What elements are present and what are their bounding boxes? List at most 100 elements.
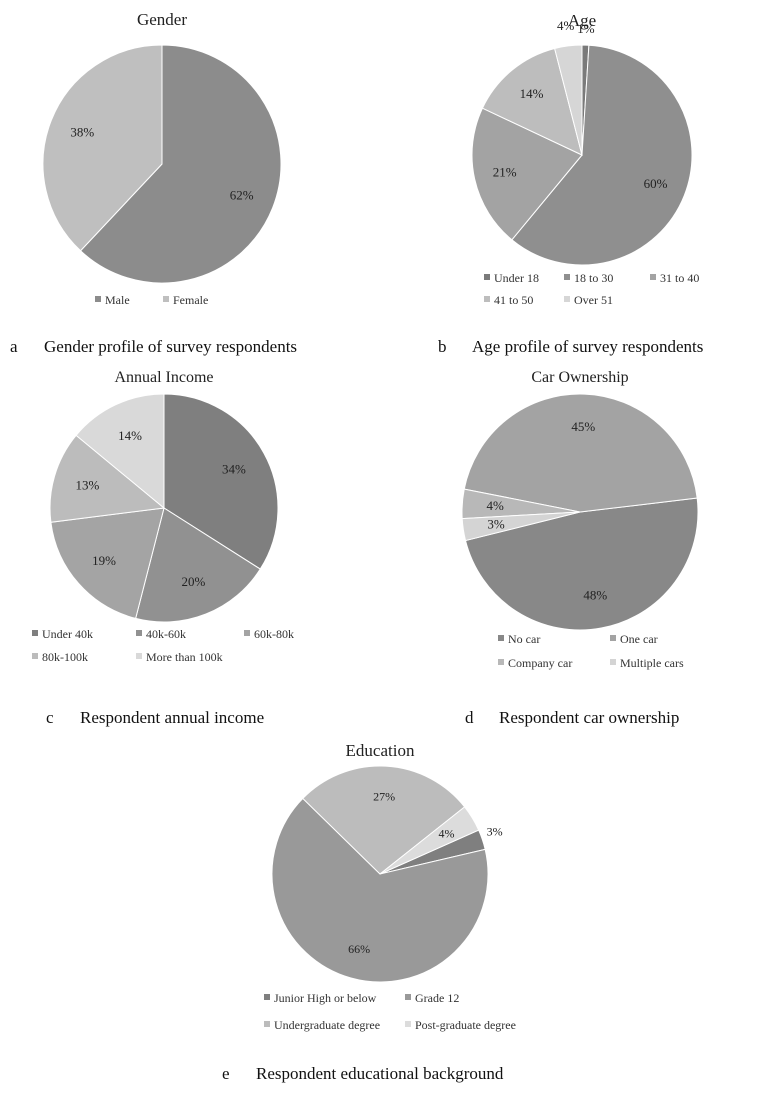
- legend-label: Undergraduate degree: [274, 1018, 380, 1032]
- legend-label: Post-graduate degree: [415, 1018, 516, 1032]
- caption-letter: c: [46, 708, 54, 727]
- legend-label: Multiple cars: [620, 656, 684, 670]
- legend-label: 40k-60k: [146, 627, 186, 641]
- legend-item-18-to-30: 18 to 30: [564, 271, 613, 285]
- legend-item-junior-high-or-below: Junior High or below: [264, 991, 377, 1005]
- legend-item-post-graduate-degree: Post-graduate degree: [405, 1018, 516, 1032]
- legend-swatch: [405, 994, 411, 1000]
- caption-annual-income: c Respondent annual income: [46, 708, 264, 728]
- caption-letter: a: [10, 337, 18, 356]
- legend-label: 60k-80k: [254, 627, 294, 641]
- data-label-no-car: 48%: [583, 588, 607, 603]
- pie-slice-one-car: [463, 393, 698, 513]
- data-label-more-than-100k: 14%: [118, 428, 142, 443]
- legend-label: Male: [105, 293, 130, 307]
- legend-item-under-18: Under 18: [484, 271, 539, 285]
- legend-swatch: [32, 653, 38, 659]
- data-label-one-car: 45%: [571, 419, 595, 434]
- data-label-post-graduate-degree: 4%: [439, 827, 455, 841]
- legend-item-undergraduate-degree: Undergraduate degree: [264, 1018, 380, 1032]
- chart-title: Car Ownership: [531, 369, 628, 386]
- legend-item-multiple-cars: Multiple cars: [610, 656, 684, 670]
- data-label-under-18: 1%: [577, 21, 595, 36]
- legend-item-80k-100k: 80k-100k: [32, 650, 88, 664]
- caption-education: e Respondent educational background: [222, 1064, 503, 1084]
- legend-item-grade-12: Grade 12: [405, 991, 459, 1005]
- pie-slice-undergraduate-degree: [302, 765, 466, 875]
- legend-swatch: [650, 274, 656, 280]
- legend-item-company-car: Company car: [498, 656, 572, 670]
- chart-annual-income: Annual Income 34% 20% 19% 13% 14% Under 40k 40k…: [0, 362, 330, 682]
- data-label-junior-high-or-below: 3%: [487, 824, 503, 838]
- data-label-multiple-cars: 3%: [487, 517, 505, 532]
- legend-item-no-car: No car: [498, 632, 540, 646]
- chart-age: Age 1% 60% 21% 14% 4% Under 18 18 to 30 31 to 40…: [440, 0, 767, 330]
- pie-slice-18-to-30: [511, 44, 693, 266]
- data-label-40k-60k: 20%: [181, 574, 205, 589]
- pie-slice-male: [79, 44, 282, 284]
- legend-swatch: [498, 635, 504, 641]
- chart-annual-income-svg: Annual Income 34% 20% 19% 13% 14% Under 40k 40k…: [32, 369, 294, 664]
- legend-label: Female: [173, 293, 208, 307]
- chart-car-ownership: Car Ownership 48% 45% 4% 3% No car One car Comp…: [440, 362, 767, 682]
- chart-title: Annual Income: [114, 369, 213, 386]
- chart-gender: Gender 62% 38% Male Female: [0, 0, 330, 330]
- legend-label: Company car: [508, 656, 572, 670]
- data-label-80k-100k: 13%: [75, 478, 99, 493]
- legend-swatch: [136, 630, 142, 636]
- legend-swatch: [95, 296, 101, 302]
- legend-label: One car: [620, 632, 658, 646]
- legend-swatch: [610, 635, 616, 641]
- legend-item-41-to-50: 41 to 50: [484, 293, 533, 307]
- caption-age: b Age profile of survey respondents: [438, 337, 703, 357]
- legend-item-male: Male: [95, 293, 130, 307]
- legend-item-over-51: Over 51: [564, 293, 613, 307]
- chart-title: Education: [346, 741, 415, 760]
- pie-slice-40k-60k: [135, 507, 261, 623]
- data-label-male: 62%: [230, 188, 254, 203]
- caption-gender: a Gender profile of survey respondents: [10, 337, 297, 357]
- data-label-company-car: 4%: [487, 498, 505, 513]
- data-label-under-40k: 34%: [222, 462, 246, 477]
- legend-swatch: [564, 296, 570, 302]
- legend-label: Grade 12: [415, 991, 459, 1005]
- data-label-grade-12: 66%: [348, 942, 370, 956]
- pie-slice-31-to-40: [471, 107, 583, 241]
- legend-swatch: [244, 630, 250, 636]
- data-label-over-51: 4%: [557, 18, 575, 33]
- legend-label: 80k-100k: [42, 650, 88, 664]
- legend-label: 18 to 30: [574, 271, 613, 285]
- pie-slice-post-graduate-degree: [379, 806, 480, 875]
- legend-swatch: [498, 659, 504, 665]
- data-label-undergraduate-degree: 27%: [373, 789, 395, 803]
- pie-slice-grade-12: [271, 797, 489, 983]
- chart-gender-svg: Gender 62% 38% Male Female: [42, 10, 282, 307]
- chart-title: Gender: [137, 10, 187, 29]
- caption-text: Respondent annual income: [80, 708, 265, 727]
- legend-item-31-to-40: 31 to 40: [650, 271, 699, 285]
- legend-label: Over 51: [574, 293, 613, 307]
- pie-slice-80k-100k: [49, 434, 166, 523]
- legend-swatch: [564, 274, 570, 280]
- pie-slice-over-51: [554, 44, 583, 156]
- chart-title: Age: [568, 11, 596, 30]
- pie-slice-60k-80k: [50, 507, 165, 620]
- legend-swatch: [32, 630, 38, 636]
- caption-car-ownership: d Respondent car ownership: [465, 708, 679, 728]
- legend-label: No car: [508, 632, 540, 646]
- caption-text: Gender profile of survey respondents: [44, 337, 298, 356]
- legend-label: More than 100k: [146, 650, 223, 664]
- pie-slice-under-40k: [163, 393, 279, 570]
- caption-text: Respondent car ownership: [499, 708, 680, 727]
- caption-letter: e: [222, 1064, 230, 1083]
- caption-letter: b: [438, 337, 447, 356]
- legend-label: 41 to 50: [494, 293, 533, 307]
- data-label-female: 38%: [70, 125, 94, 140]
- legend-label: Junior High or below: [274, 991, 377, 1005]
- legend-label: Under 40k: [42, 627, 93, 641]
- legend-swatch: [264, 994, 270, 1000]
- data-label-41-to-50: 14%: [520, 86, 544, 101]
- caption-text: Respondent educational background: [256, 1064, 504, 1083]
- data-label-60k-80k: 19%: [92, 553, 116, 568]
